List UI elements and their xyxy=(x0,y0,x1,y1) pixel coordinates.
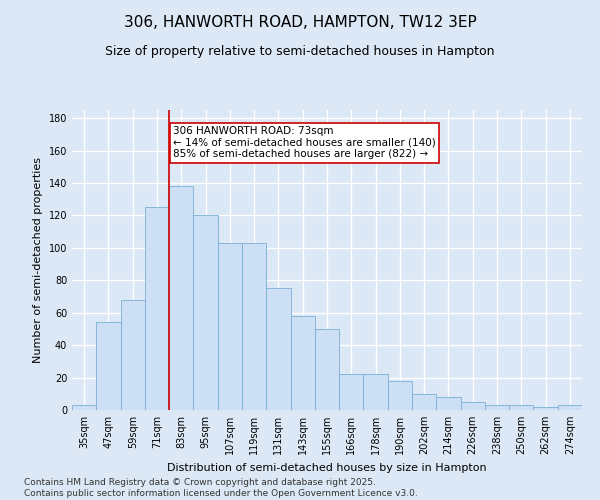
Bar xyxy=(339,374,364,410)
Text: 306 HANWORTH ROAD: 73sqm
← 14% of semi-detached houses are smaller (140)
85% of : 306 HANWORTH ROAD: 73sqm ← 14% of semi-d… xyxy=(173,126,436,160)
X-axis label: Distribution of semi-detached houses by size in Hampton: Distribution of semi-detached houses by … xyxy=(167,462,487,472)
Text: Contains HM Land Registry data © Crown copyright and database right 2025.
Contai: Contains HM Land Registry data © Crown c… xyxy=(24,478,418,498)
Bar xyxy=(290,316,315,410)
Bar xyxy=(242,243,266,410)
Bar xyxy=(218,243,242,410)
Text: Size of property relative to semi-detached houses in Hampton: Size of property relative to semi-detach… xyxy=(105,45,495,58)
Bar xyxy=(364,374,388,410)
Y-axis label: Number of semi-detached properties: Number of semi-detached properties xyxy=(33,157,43,363)
Bar xyxy=(388,381,412,410)
Bar xyxy=(509,405,533,410)
Bar xyxy=(485,405,509,410)
Bar xyxy=(145,208,169,410)
Bar xyxy=(533,407,558,410)
Bar xyxy=(96,322,121,410)
Bar xyxy=(558,405,582,410)
Bar xyxy=(72,405,96,410)
Bar xyxy=(461,402,485,410)
Text: 306, HANWORTH ROAD, HAMPTON, TW12 3EP: 306, HANWORTH ROAD, HAMPTON, TW12 3EP xyxy=(124,15,476,30)
Bar xyxy=(121,300,145,410)
Bar xyxy=(266,288,290,410)
Bar xyxy=(315,329,339,410)
Bar xyxy=(436,397,461,410)
Bar xyxy=(169,186,193,410)
Bar xyxy=(193,216,218,410)
Bar xyxy=(412,394,436,410)
